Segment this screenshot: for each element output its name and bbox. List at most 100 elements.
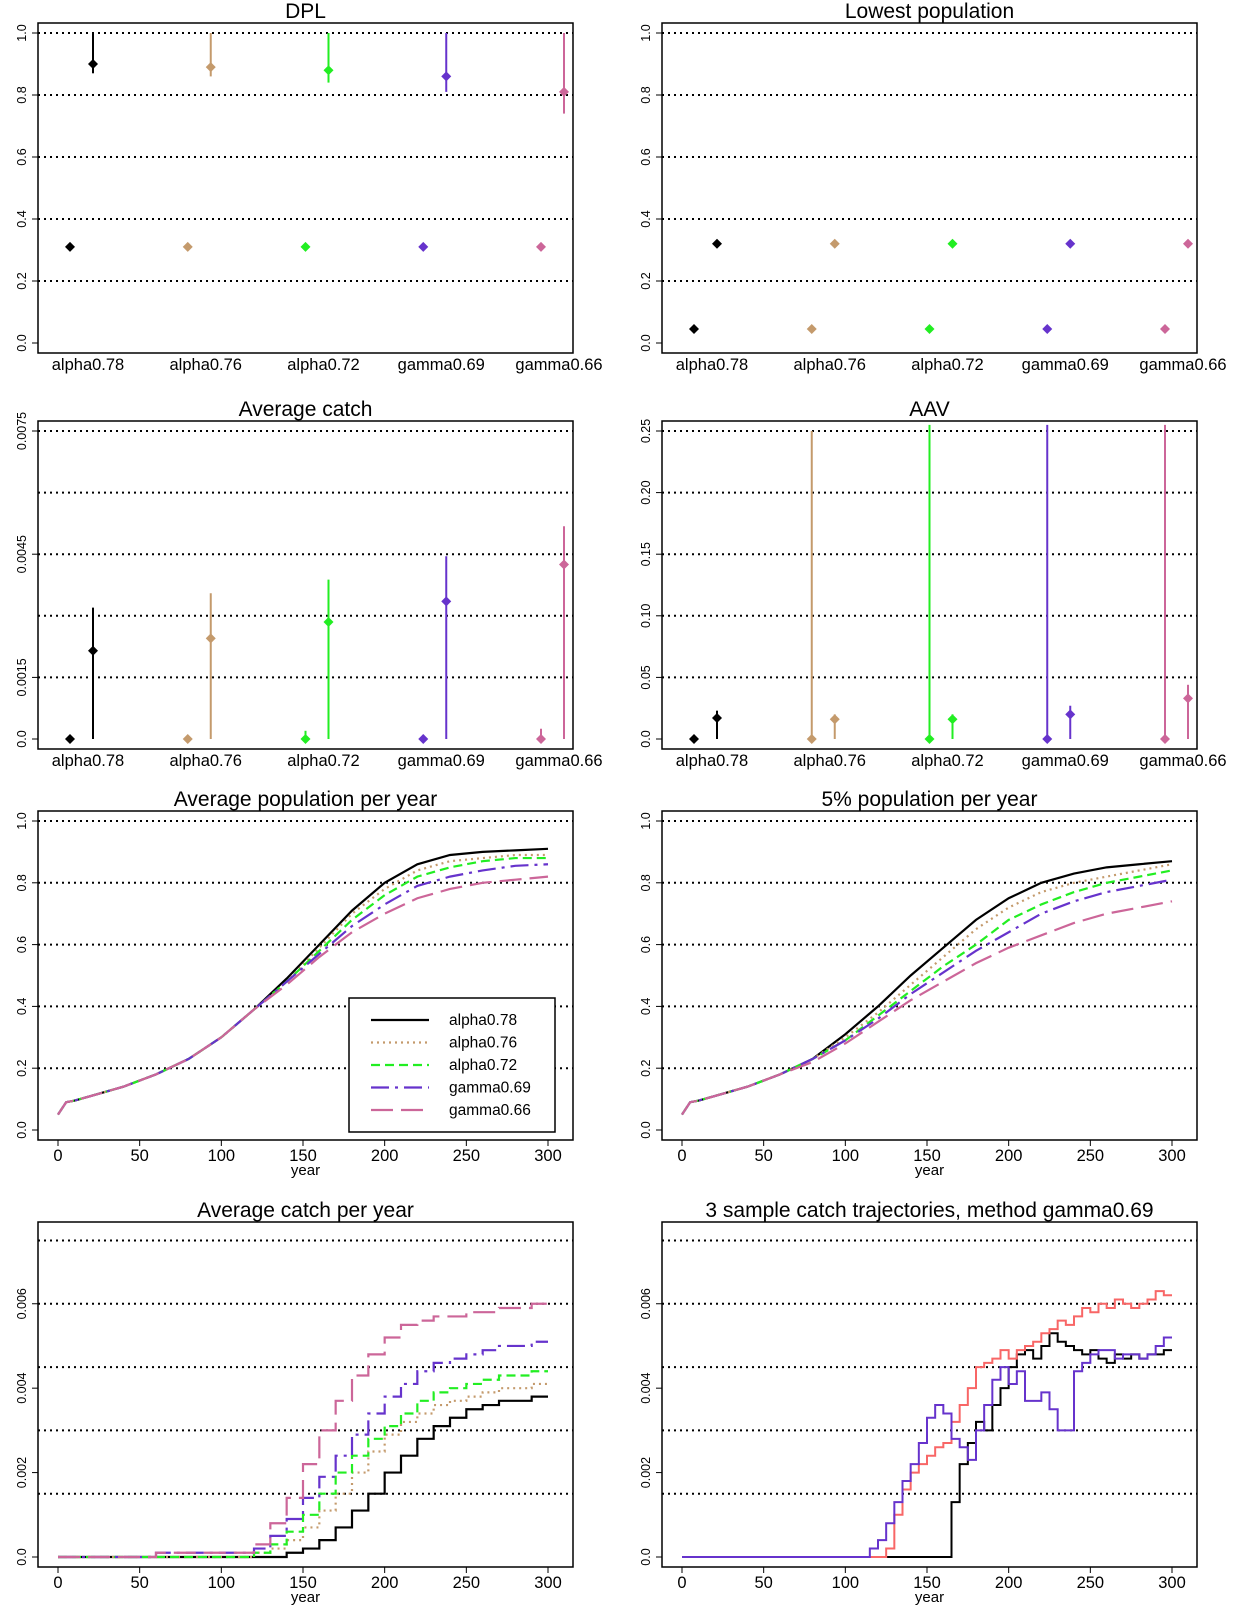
- dpl-ytick-label-2: 0.4: [15, 210, 29, 227]
- avgpop-xtick-label-6: 300: [534, 1147, 562, 1165]
- catchyear-ytick-label-2: 0.004: [15, 1372, 29, 1403]
- catchyear-xtick-label-6: 300: [534, 1574, 562, 1592]
- catchyear-panel: Average catch per year 0.0 0.002 0.004 0.006…: [15, 1199, 574, 1606]
- aav-category-label-3: gamma0.69: [1022, 752, 1109, 770]
- pop5-series-line-4: [681, 900, 1173, 1116]
- catchyear-xtick-label-2: 100: [208, 1574, 236, 1592]
- catchyear-xtick-label-3: 150: [289, 1574, 317, 1592]
- avgpop-xtick-label-2: 100: [208, 1147, 236, 1165]
- catchyear-xtick-label-0: 0: [53, 1574, 62, 1592]
- pop5-ytick-label-2: 0.4: [639, 998, 653, 1015]
- catchyear-ytick-label-0: 0.0: [15, 1548, 29, 1565]
- avgcatch-point-0-2: [300, 734, 311, 744]
- samples-xtick-label-5: 250: [1077, 1574, 1105, 1592]
- aav-point-0-4: [1160, 734, 1170, 744]
- catchyear-ytick-label-3: 0.006: [15, 1288, 29, 1319]
- pop5-xtick-label-6: 300: [1158, 1147, 1186, 1165]
- lowest-point-0-2: [924, 324, 935, 335]
- avgpop-xtick-label-1: 50: [130, 1147, 148, 1165]
- lowest-point-1-1: [829, 238, 840, 249]
- avgcatch-ytick-label-1: 0.0015: [15, 658, 29, 696]
- pop5-xtick-label-2: 100: [832, 1147, 860, 1165]
- pop5-ytick-label-1: 0.2: [639, 1059, 653, 1076]
- aav-point-1-3: [1065, 709, 1076, 720]
- avgcatch-point-1-1: [205, 633, 216, 644]
- aav-category-label-2: alpha0.72: [911, 752, 984, 770]
- dpl-category-label-2: alpha0.72: [287, 356, 360, 374]
- legend-label-4: gamma0.66: [449, 1102, 531, 1119]
- aav-ytick-label-4: 0.20: [639, 480, 653, 504]
- samples-ytick-label-0: 0.0: [639, 1548, 653, 1565]
- avgcatch-ytick-label-3: 0.0075: [15, 412, 29, 450]
- aav-point-1-2: [947, 714, 958, 725]
- lowest-point-0-4: [1160, 324, 1170, 335]
- avgpop-ytick-label-2: 0.4: [15, 998, 29, 1015]
- catchyear-xtick-label-1: 50: [130, 1574, 148, 1592]
- catchyear-xlabel: year: [291, 1589, 320, 1606]
- samples-plot-frame: [661, 1221, 1198, 1568]
- aav-category-label-0: alpha0.78: [676, 752, 749, 770]
- lowest-ytick-label-5: 1.0: [639, 24, 653, 41]
- catchyear-series-line-1: [58, 1382, 548, 1559]
- avgcatch-category-label-1: alpha0.76: [170, 752, 243, 770]
- dpl-category-label-3: gamma0.69: [398, 356, 485, 374]
- samples-xtick-label-0: 0: [677, 1574, 686, 1592]
- pop5-ytick-label-5: 1.0: [639, 812, 653, 829]
- samples-ytick-label-1: 0.002: [639, 1457, 653, 1488]
- lowest-point-1-2: [947, 238, 958, 249]
- dpl-category-label-1: alpha0.76: [170, 356, 243, 374]
- dpl-point-1-4: [559, 86, 569, 97]
- dpl-category-label-0: alpha0.78: [52, 356, 125, 374]
- samples-ytick-label-3: 0.006: [639, 1288, 653, 1319]
- dpl-point-1-0: [88, 59, 98, 69]
- lowest-category-label-2: alpha0.72: [911, 356, 984, 374]
- pop5-xtick-label-1: 50: [754, 1147, 772, 1165]
- aav-title: AAV: [909, 398, 949, 421]
- samples-xtick-label-1: 50: [754, 1574, 772, 1592]
- samples-xlabel: year: [915, 1589, 944, 1606]
- avgpop-xlabel: year: [291, 1162, 320, 1179]
- lowest-point-1-3: [1065, 238, 1076, 249]
- pop5-series-line-0: [681, 860, 1173, 1116]
- catchyear-series-line-3: [58, 1340, 548, 1559]
- dpl-point-0-1: [182, 241, 193, 252]
- avgcatch-point-0-4: [536, 734, 546, 744]
- aav-point-1-4: [1183, 693, 1193, 704]
- dpl-title: DPL: [285, 0, 326, 23]
- catchyear-series-line-4: [58, 1302, 550, 1559]
- pop5-xtick-label-3: 150: [913, 1147, 941, 1165]
- avgpop-ytick-label-0: 0.0: [15, 1121, 29, 1138]
- pop5-xtick-label-0: 0: [677, 1147, 686, 1165]
- dpl-point-1-3: [441, 71, 452, 82]
- avgcatch-category-label-3: gamma0.69: [398, 752, 485, 770]
- dpl-point-0-0: [65, 241, 75, 252]
- avgcatch-ytick-label-0: 0.0: [15, 730, 29, 747]
- lowest-point-1-4: [1183, 238, 1193, 249]
- samples-panel: 3 sample catch trajectories, method gamm…: [639, 1199, 1198, 1606]
- avgcatch-category-label-2: alpha0.72: [287, 752, 360, 770]
- avgpop-series-line-2: [57, 856, 548, 1116]
- avgpop-panel: Average population per year 0.0 0.2 0.4 0.6 0…: [15, 788, 574, 1179]
- legend-label-2: alpha0.72: [449, 1057, 517, 1074]
- avgcatch-point-1-4: [559, 559, 569, 570]
- dpl-point-0-3: [418, 241, 429, 252]
- lowest-point-1-0: [712, 238, 722, 249]
- aav-point-0-2: [924, 734, 935, 744]
- legend-label-1: alpha0.76: [449, 1035, 517, 1052]
- avgpop-xtick-label-3: 150: [289, 1147, 317, 1165]
- avgcatch-plot-frame: [37, 420, 574, 750]
- lowest-point-0-3: [1042, 324, 1053, 335]
- aav-point-0-1: [806, 734, 817, 744]
- samples-series-line-2: [682, 1336, 1172, 1558]
- samples-xtick-label-6: 300: [1158, 1574, 1186, 1592]
- catchyear-xtick-label-5: 250: [453, 1574, 481, 1592]
- pop5-series-line-2: [681, 869, 1173, 1116]
- pop5-xtick-label-4: 200: [995, 1147, 1023, 1165]
- legend-label-0: alpha0.78: [449, 1012, 517, 1029]
- samples-ytick-label-2: 0.004: [639, 1372, 653, 1403]
- pop5-series-line-1: [681, 863, 1173, 1116]
- avgcatch-point-0-3: [418, 734, 429, 744]
- aav-ytick-label-3: 0.15: [639, 542, 653, 566]
- avgpop-title: Average population per year: [174, 788, 437, 811]
